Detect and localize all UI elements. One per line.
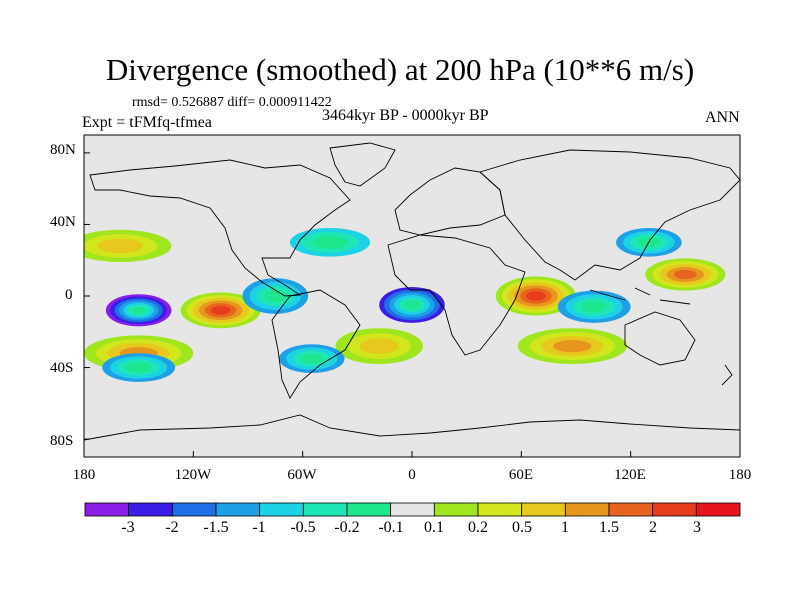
colorbar — [84, 502, 741, 517]
colorbar-box — [652, 502, 697, 517]
lon-label-180e: 180 — [728, 467, 752, 483]
coastline-greenland — [329, 142, 396, 187]
colorbar-label: 3 — [693, 519, 701, 536]
colorbar-box — [346, 502, 392, 517]
coastline-africa — [387, 234, 526, 356]
contour-convergence-min-east-indian-ocean — [581, 301, 607, 313]
colorbar-box — [215, 502, 261, 517]
colorbar-label: -1 — [252, 519, 266, 536]
contour-convergence-min-south-america — [263, 289, 287, 303]
colorbar-label: 2 — [649, 519, 657, 536]
colorbar-box — [259, 502, 304, 517]
contour-convergence-min-south-atlantic — [300, 353, 324, 364]
colorbar-box — [128, 502, 173, 517]
chart-title: Divergence (smoothed) at 200 hPa (10**6 … — [105, 52, 695, 87]
coastline-north-america — [89, 159, 351, 297]
contour-divergence-max-south-atlantic — [359, 338, 399, 355]
contour-convergence-min-south-pacific — [125, 362, 152, 373]
contour-divergence-max-east-pacific — [210, 305, 231, 315]
coastline-new-zealand — [721, 364, 733, 386]
colorbar-box — [302, 502, 348, 517]
coastline-asia — [479, 149, 740, 281]
contour-convergence-min-atlantic — [404, 300, 420, 310]
lat-label-40n: 40N — [50, 214, 76, 230]
colorbar-box — [171, 502, 217, 517]
colorbar-label: 1 — [561, 519, 569, 536]
season-label: ANN — [705, 109, 740, 126]
contour-divergence-max-north-pacific — [97, 238, 144, 254]
colorbar-label: -0.2 — [334, 519, 360, 536]
colorbar-box — [433, 502, 479, 517]
contour-convergence-min-north-atlantic — [312, 235, 348, 249]
colorbar-label: -2 — [165, 519, 179, 536]
colorbar-box — [695, 502, 741, 517]
coastline-antarctica — [84, 414, 740, 441]
period-line: 3464kyr BP - 0000kyr BP — [322, 107, 489, 124]
lat-label-80n: 80N — [50, 142, 76, 158]
coastline-indonesia — [589, 287, 691, 305]
colorbar-label: -1.5 — [203, 519, 229, 536]
lon-label-0: 0 — [408, 467, 416, 483]
axis-ticks — [83, 152, 741, 457]
contour-field — [84, 228, 726, 382]
lat-label-equator: 0 — [65, 287, 73, 303]
colorbar-label: 0.2 — [468, 519, 488, 536]
colorbar-label: 0.1 — [424, 519, 444, 536]
colorbar-box — [390, 502, 435, 517]
lon-label-120e: 120E — [614, 467, 646, 483]
colorbar-box — [564, 502, 610, 517]
lon-label-120w: 120W — [174, 467, 212, 483]
stats-line: rmsd= 0.526887 diff= 0.000911422 — [132, 95, 332, 110]
coastlines — [84, 142, 740, 441]
experiment-line: Expt = tFMfq-tfmea — [82, 114, 212, 131]
lat-label-40s: 40S — [50, 360, 74, 376]
colorbar-label: -3 — [121, 519, 135, 536]
contour-divergence-max-west-indian-ocean — [526, 291, 546, 301]
lon-label-60e: 60E — [508, 467, 534, 483]
lon-label-60w: 60W — [287, 467, 317, 483]
contour-convergence-min-central-pacific — [131, 306, 146, 314]
colorbar-box — [521, 502, 566, 517]
lat-label-80s: 80S — [50, 433, 74, 449]
coastline-south-america — [271, 289, 361, 399]
contour-divergence-max-south-indian-ocean — [553, 339, 592, 353]
colorbar-box — [608, 502, 654, 517]
colorbar-label: -0.1 — [378, 519, 404, 536]
contour-divergence-max-west-pacific — [673, 269, 697, 280]
colorbar-label: 1.5 — [599, 519, 619, 536]
coastline-australia — [624, 311, 696, 366]
colorbar-box — [84, 502, 130, 517]
lon-label-180w: 180 — [72, 467, 96, 483]
colorbar-box — [477, 502, 523, 517]
colorbar-label: -0.5 — [290, 519, 316, 536]
colorbar-label: 0.5 — [512, 519, 532, 536]
